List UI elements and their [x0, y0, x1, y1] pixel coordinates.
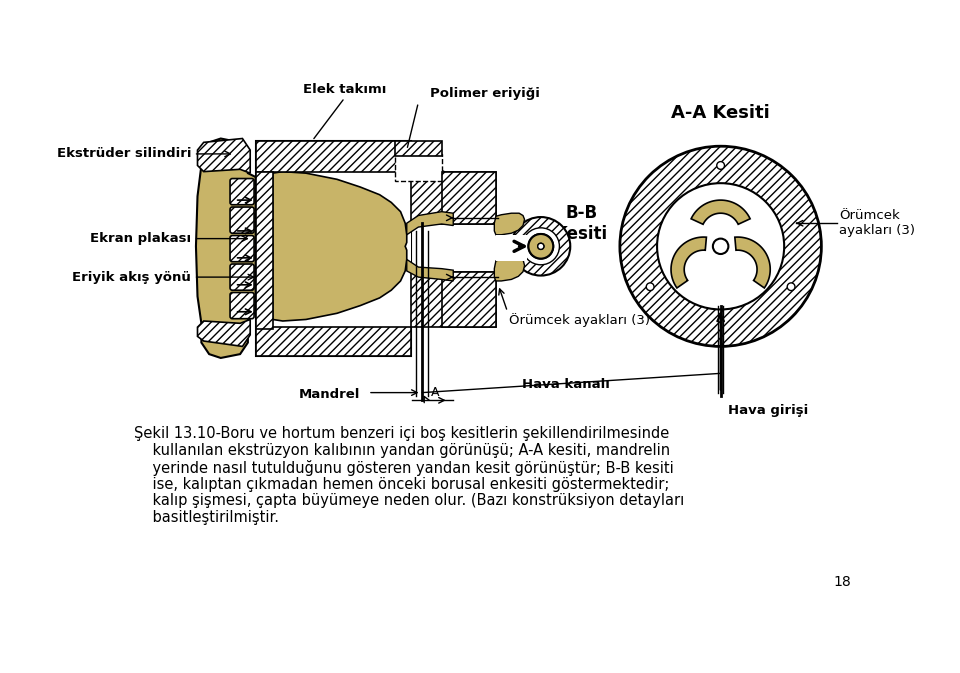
Text: kalıp şişmesi, çapta büyümeye neden olur. (Bazı konstrüksiyon detayları: kalıp şişmesi, çapta büyümeye neden olur… — [134, 493, 684, 509]
Text: Hava girişi: Hava girişi — [729, 404, 808, 417]
Text: Hava kanalı: Hava kanalı — [521, 378, 610, 392]
Polygon shape — [407, 259, 453, 281]
Text: kullanılan ekstrüzyon kalıbının yandan görünüşü; A-A kesiti, mandrelin: kullanılan ekstrüzyon kalıbının yandan g… — [134, 443, 670, 458]
Text: A: A — [431, 157, 440, 170]
Bar — [411, 272, 496, 327]
Bar — [442, 172, 496, 224]
Text: v: v — [503, 258, 511, 271]
Bar — [273, 172, 411, 327]
Text: Mandrel: Mandrel — [299, 388, 360, 401]
Circle shape — [538, 243, 544, 250]
Circle shape — [787, 283, 795, 291]
Bar — [496, 235, 527, 261]
Bar — [255, 172, 273, 328]
Text: Örümcek
ayakları (3): Örümcek ayakları (3) — [839, 209, 915, 237]
Circle shape — [620, 146, 822, 347]
Bar — [442, 272, 496, 327]
Polygon shape — [273, 172, 407, 321]
Bar — [411, 172, 496, 224]
Bar — [255, 141, 411, 172]
Polygon shape — [494, 256, 524, 281]
FancyBboxPatch shape — [230, 293, 254, 319]
Circle shape — [522, 228, 560, 264]
Text: ise, kalıptan çıkmadan hemen önceki borusal enkesiti göstermektedir;: ise, kalıptan çıkmadan hemen önceki boru… — [134, 476, 669, 491]
Bar — [396, 141, 442, 156]
FancyBboxPatch shape — [230, 178, 254, 205]
Polygon shape — [494, 213, 524, 235]
Bar — [255, 141, 411, 172]
FancyBboxPatch shape — [230, 264, 254, 290]
Circle shape — [512, 217, 570, 275]
Circle shape — [713, 239, 729, 254]
Polygon shape — [198, 320, 251, 347]
Text: Şekil 13.10-Boru ve hortum benzeri içi boş kesitlerin şekillendirilmesinde: Şekil 13.10-Boru ve hortum benzeri içi b… — [134, 426, 669, 441]
Bar — [255, 141, 411, 357]
Bar — [442, 172, 496, 224]
Text: yerinde nasıl tutulduğunu gösteren yandan kesit görünüştür; B-B kesiti: yerinde nasıl tutulduğunu gösteren yanda… — [134, 460, 674, 476]
Bar — [255, 327, 411, 357]
FancyBboxPatch shape — [230, 207, 254, 234]
Circle shape — [528, 234, 553, 258]
Text: basitleştirilmiştir.: basitleştirilmiştir. — [134, 510, 279, 526]
Bar — [255, 327, 411, 357]
Circle shape — [646, 283, 654, 291]
Circle shape — [528, 234, 553, 258]
Circle shape — [717, 162, 725, 170]
Text: 18: 18 — [834, 575, 852, 589]
Circle shape — [538, 243, 544, 250]
Bar — [396, 141, 442, 156]
Text: A: A — [431, 386, 440, 399]
Text: Ekstrüder silindiri: Ekstrüder silindiri — [57, 147, 191, 160]
Text: B: B — [439, 211, 447, 224]
Text: Elek takımı: Elek takımı — [303, 83, 387, 96]
Polygon shape — [691, 200, 750, 224]
Text: Polimer eriyiği: Polimer eriyiği — [430, 87, 540, 100]
Polygon shape — [407, 212, 453, 235]
Text: B-B
Kesiti: B-B Kesiti — [555, 204, 608, 242]
Text: B: B — [439, 271, 447, 283]
Bar — [411, 272, 496, 327]
Bar — [396, 154, 442, 181]
Text: Örümcek ayakları (3): Örümcek ayakları (3) — [509, 314, 650, 327]
Circle shape — [657, 183, 784, 310]
Polygon shape — [196, 139, 255, 358]
Text: Ekran plakası: Ekran plakası — [90, 232, 191, 245]
Polygon shape — [671, 237, 707, 288]
Bar — [442, 272, 496, 327]
Polygon shape — [198, 139, 251, 173]
Polygon shape — [734, 237, 770, 288]
Bar — [255, 172, 273, 328]
Text: A-A Kesiti: A-A Kesiti — [671, 104, 770, 122]
FancyBboxPatch shape — [230, 236, 254, 262]
Text: Eriyik akış yönü: Eriyik akış yönü — [72, 271, 191, 283]
Bar — [411, 172, 496, 224]
